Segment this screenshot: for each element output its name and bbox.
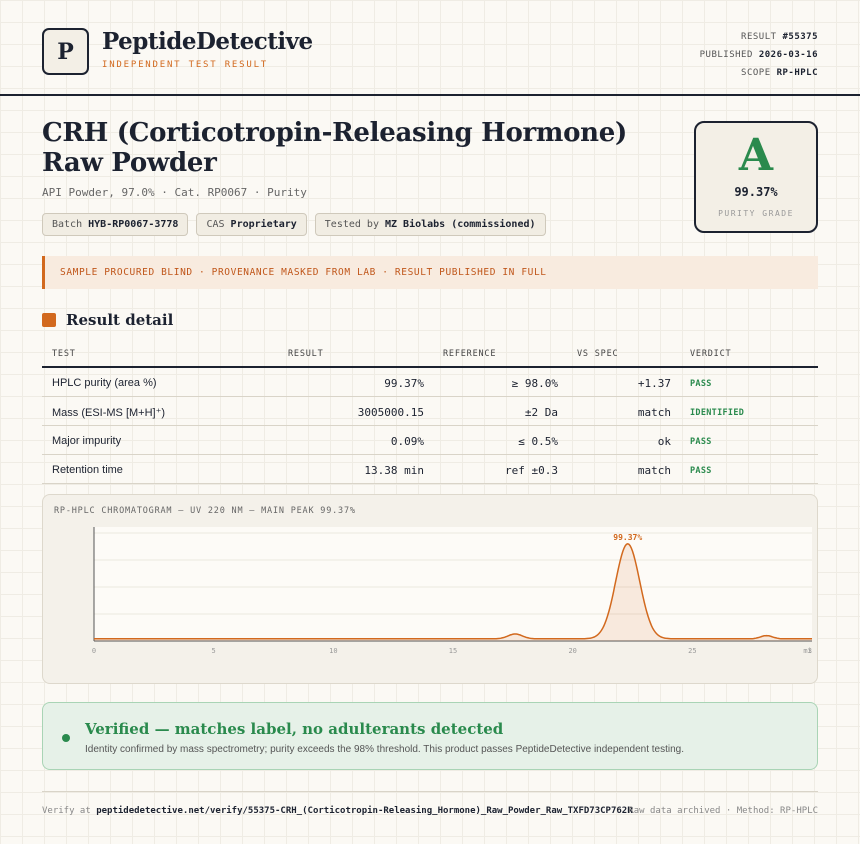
grade-label: PURITY GRADE — [718, 209, 794, 218]
verified-dot-icon — [62, 734, 70, 742]
grade-value: 99.37% — [734, 185, 778, 199]
x-tick-label: 25 — [688, 647, 696, 655]
result-label: RESULT — [741, 32, 777, 42]
col-test: TEST — [52, 349, 76, 359]
chip-value: Proprietary — [230, 219, 297, 230]
chip-label: Batch — [52, 219, 83, 230]
x-tick-label: 15 — [449, 647, 457, 655]
cell-result: 99.37% — [384, 377, 424, 390]
product-chips: Batch HYB-RP0067-3778 CAS Proprietary Te… — [42, 213, 546, 236]
brand-subtitle: INDEPENDENT TEST RESULT — [102, 60, 269, 70]
cell-test: HPLC purity (area %) — [52, 377, 157, 389]
cell-test: Retention time — [52, 464, 123, 476]
cell-reference: ≤ 0.5% — [518, 435, 558, 448]
chip-value: HYB-RP0067-3778 — [88, 219, 179, 230]
cell-result: 0.09% — [390, 435, 424, 448]
chromatogram-title: RP-HPLC CHROMATOGRAM — UV 220 NM — MAIN … — [54, 506, 356, 516]
verified-panel: Verified — matches label, no adulterants… — [42, 702, 818, 770]
cell-result: 13.38 min — [364, 464, 424, 477]
cell-vs-spec: match — [637, 406, 671, 419]
table-row: Major impurity 0.09% ≤ 0.5% ok PASS — [42, 426, 818, 455]
table-row: Retention time 13.38 min ref ±0.3 match … — [42, 455, 818, 484]
cell-reference: ref ±0.3 — [505, 464, 558, 477]
cell-verdict: PASS — [690, 379, 712, 389]
x-tick-label: 30 — [808, 647, 812, 655]
site-header: P PeptideDetective INDEPENDENT TEST RESU… — [42, 28, 818, 78]
cell-reference: ≥ 98.0% — [511, 377, 558, 390]
batch-chip: Batch HYB-RP0067-3778 — [42, 213, 189, 236]
x-tick-label: 10 — [329, 647, 337, 655]
footer-verify: Verify at peptidedetective.net/verify/55… — [42, 806, 633, 816]
cell-vs-spec: ok — [657, 435, 671, 448]
cell-vs-spec: match — [637, 464, 671, 477]
result-id: #55375 — [782, 32, 818, 42]
verified-text: Identity confirmed by mass spectrometry;… — [85, 744, 685, 755]
col-vs-spec: VS SPEC — [577, 349, 619, 359]
peak-label: 99.37% — [613, 533, 642, 542]
product-title: CRH (Corticotropin-Releasing Hormone) Ra… — [42, 118, 627, 178]
chip-label: CAS — [206, 219, 225, 230]
signal-line — [94, 542, 812, 640]
footer-divider — [42, 791, 818, 792]
x-tick-label: 20 — [568, 647, 576, 655]
cell-vs-spec: +1.37 — [637, 377, 671, 390]
product-subtitle: API Powder, 97.0% · Cat. RP0067 · Purity — [42, 186, 307, 199]
x-unit-label: min — [803, 647, 812, 655]
col-reference: REFERENCE — [443, 349, 497, 359]
purity-grade-card: A 99.37% PURITY GRADE — [694, 121, 818, 233]
brand-name: PeptideDetective — [102, 28, 313, 55]
results-table: TEST RESULT REFERENCE VS SPEC VERDICT HP… — [42, 341, 818, 484]
grade-letter: A — [738, 130, 774, 181]
x-tick-label: 5 — [212, 647, 216, 655]
col-result: RESULT — [288, 349, 324, 359]
chip-label: Tested by — [324, 219, 379, 230]
plot-area — [94, 527, 812, 641]
table-row: HPLC purity (area %) 99.37% ≥ 98.0% +1.3… — [42, 368, 818, 397]
cell-test: Mass (ESI-MS [M+H]⁺) — [52, 407, 166, 419]
table-row: Mass (ESI-MS [M+H]⁺) 3005000.15 ±2 Da ma… — [42, 397, 818, 426]
verify-link[interactable]: peptidedetective.net/verify/55375-CRH_(C… — [96, 806, 633, 816]
chromatogram-panel: RP-HPLC CHROMATOGRAM — UV 220 NM — MAIN … — [42, 494, 818, 684]
x-tick-label: 0 — [92, 647, 96, 655]
cas-chip: CAS Proprietary — [196, 213, 307, 236]
header-divider — [0, 94, 860, 96]
report-meta: RESULT #55375 PUBLISHED 2026-03-16 SCOPE… — [700, 28, 818, 82]
table-header: TEST RESULT REFERENCE VS SPEC VERDICT — [42, 341, 818, 368]
scope-value: RP-HPLC — [776, 68, 818, 78]
logo-icon: P — [42, 28, 89, 75]
cell-verdict: IDENTIFIED — [690, 408, 745, 418]
tested-by-chip: Tested by MZ Biolabs (commissioned) — [314, 213, 546, 236]
scope-label: SCOPE — [741, 68, 771, 78]
cell-verdict: PASS — [690, 466, 712, 476]
verify-prefix: Verify at — [42, 806, 91, 816]
cell-test: Major impurity — [52, 435, 122, 447]
chromatogram-chart: 0 5 10 15 20 25 30min 99.37% — [92, 527, 812, 655]
col-verdict: VERDICT — [690, 349, 732, 359]
published-date: 2026-03-16 — [758, 50, 818, 60]
provenance-banner: SAMPLE PROCURED BLIND · PROVENANCE MASKE… — [42, 256, 818, 289]
signal-fill — [94, 543, 812, 641]
cell-reference: ±2 Da — [524, 406, 558, 419]
section-square-icon — [42, 313, 56, 327]
cell-verdict: PASS — [690, 437, 712, 447]
cell-result: 3005000.15 — [357, 406, 424, 419]
section-title: Result detail — [66, 311, 174, 329]
verified-title: Verified — matches label, no adulterants… — [85, 720, 504, 738]
footer-method: Raw data archived · Method: RP-HPLC — [628, 806, 818, 816]
published-label: PUBLISHED — [699, 50, 753, 60]
result-detail-heading: Result detail — [42, 311, 173, 329]
chip-value: MZ Biolabs (commissioned) — [385, 219, 536, 230]
